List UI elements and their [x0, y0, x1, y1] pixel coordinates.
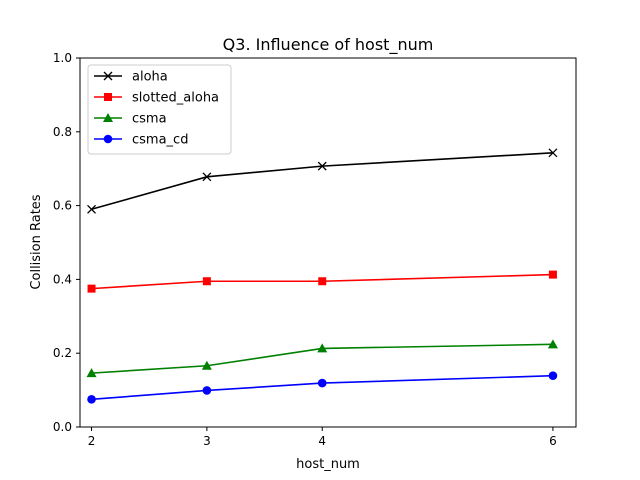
x-tick-label-0: 2: [88, 434, 96, 448]
x-tick-label-3: 6: [549, 434, 557, 448]
chart-title: Q3. Influence of host_num: [223, 35, 434, 55]
y-tick-label-1: 0.2: [53, 346, 72, 360]
y-tick-label-4: 0.8: [53, 125, 72, 139]
legend-marker-csma_cd: [103, 134, 113, 144]
data-point-csma_cd-2: [317, 378, 327, 388]
x-tick-label-2: 4: [318, 434, 326, 448]
data-point-csma-2: [317, 343, 328, 353]
y-tick-label-0: 0.0: [53, 420, 72, 434]
data-point-aloha-0: [87, 204, 96, 214]
x-tick-label-1: 3: [203, 434, 211, 448]
legend-marker-csma: [103, 113, 113, 122]
data-point-csma_cd-1: [202, 386, 212, 395]
y-tick-label-5: 1.0: [53, 51, 72, 65]
x-axis: 2 3 4 6: [88, 427, 557, 448]
data-point-slotted_aloha-2: [318, 277, 327, 286]
data-point-aloha-3: [548, 148, 558, 158]
data-point-csma-3: [547, 339, 558, 349]
series-line-csma_cd: [91, 374, 553, 401]
data-point-slotted_aloha-1: [202, 277, 211, 286]
data-point-csma_cd-0: [87, 395, 96, 404]
data-point-slotted_aloha-0: [87, 284, 96, 293]
legend-label-slotted_aloha: slotted_aloha: [132, 91, 219, 106]
data-point-slotted_aloha-3: [548, 270, 557, 279]
x-axis-label: host_num: [296, 457, 360, 472]
data-point-csma_cd-3: [548, 371, 558, 381]
legend-box: [87, 64, 232, 155]
legend-marker-aloha: [103, 71, 113, 81]
legend-label-csma: csma: [132, 112, 167, 127]
series-line-aloha: [91, 152, 553, 211]
legend-label-csma_cd: csma_cd: [132, 133, 188, 148]
legend-label-aloha: aloha: [132, 70, 168, 85]
data-point-csma-0: [86, 368, 97, 378]
data-point-aloha-2: [317, 161, 327, 171]
y-axis-label: Collision Rates: [29, 194, 44, 289]
series-line-slotted_aloha: [91, 273, 553, 290]
y-tick-label-3: 0.6: [53, 199, 72, 213]
data-point-aloha-1: [202, 172, 212, 182]
legend-marker-slotted_aloha: [104, 93, 112, 101]
series-line-csma: [91, 343, 553, 374]
data-point-csma-1: [201, 360, 212, 370]
plot-area: [86, 148, 558, 404]
axes-frame: [79, 57, 577, 428]
y-tick-label-2: 0.4: [53, 272, 72, 286]
y-axis: 0.0 0.2 0.4 0.6 0.8 1.0: [53, 51, 80, 434]
